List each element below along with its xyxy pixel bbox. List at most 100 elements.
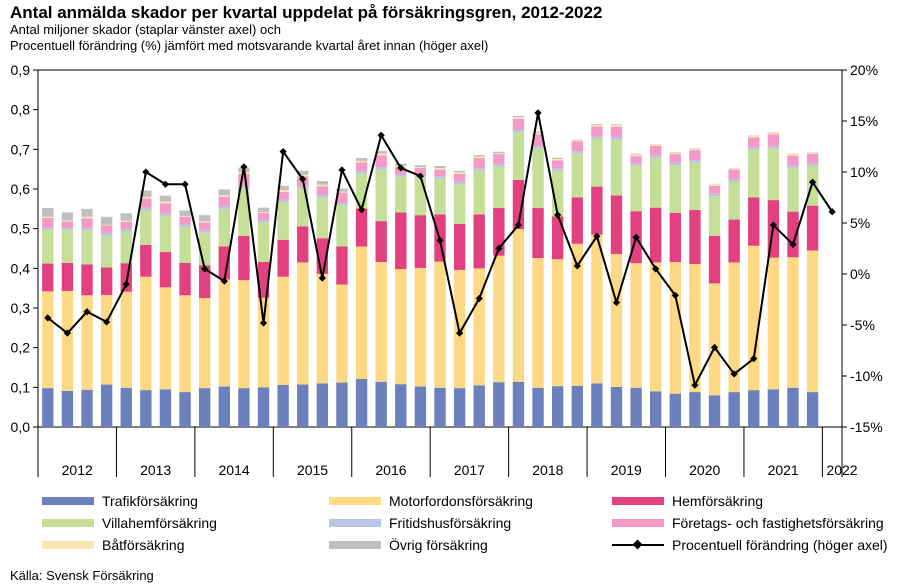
bar-segment-motor xyxy=(297,262,309,385)
percent-change-marker xyxy=(534,109,542,117)
year-label: 2015 xyxy=(297,462,328,478)
bar-segment-trafik xyxy=(198,388,211,427)
percent-change-marker xyxy=(593,232,601,240)
bar-segment-trafik xyxy=(316,383,329,427)
bar-segment-villa xyxy=(257,222,270,262)
bar-segment-trafik xyxy=(473,385,485,427)
bar-segment-villa xyxy=(100,235,113,268)
bar-segment-bat xyxy=(453,172,466,174)
bar-segment-villa xyxy=(610,139,623,196)
bar-segment-motor xyxy=(689,263,701,393)
bar-segment-hem xyxy=(414,215,427,268)
bar-segment-foretag xyxy=(669,154,682,163)
bar-segment-trafik xyxy=(434,387,446,427)
legend-item-fritid: Fritidshusförsäkring xyxy=(329,513,511,533)
bar-segment-trafik xyxy=(571,385,583,427)
bar-segment-foretag xyxy=(336,192,348,203)
bar-segment-fritid xyxy=(551,168,564,171)
bar-segment-trafik xyxy=(257,387,270,427)
legend-item-foretag: Företags- och fastighetsförsäkring xyxy=(612,513,884,533)
bar-segment-ovrig xyxy=(591,123,603,125)
bar-segment-trafik xyxy=(100,384,113,427)
bar-segment-bat xyxy=(610,125,623,127)
bar-segment-foretag xyxy=(179,216,191,225)
bar-segment-fritid xyxy=(140,207,152,211)
bar-segment-villa xyxy=(316,197,329,239)
percent-change-marker xyxy=(397,164,405,172)
bar-segment-foretag xyxy=(630,156,642,164)
bar-segment-villa xyxy=(591,139,603,187)
bar-segment-foretag xyxy=(806,153,819,164)
bar-segment-villa xyxy=(218,208,230,247)
bar-segment-villa xyxy=(140,210,152,245)
bar-segment-villa xyxy=(551,170,564,217)
percent-change-marker xyxy=(475,294,483,303)
bar-segment-trafik xyxy=(297,384,309,427)
bar-segment-foretag xyxy=(512,118,525,130)
chart-subtitle-line2: Procentuell förändring (%) jämfört med m… xyxy=(10,38,489,53)
bar-segment-bat xyxy=(355,160,368,163)
bar-segment-motor xyxy=(375,261,387,382)
legend-item-ovrig: Övrig försäkring xyxy=(329,535,488,555)
year-label: 2017 xyxy=(454,462,485,478)
bar-segment-bat xyxy=(198,221,211,223)
bar-segment-motor xyxy=(767,257,780,390)
bar-segment-villa xyxy=(669,165,682,213)
percent-change-marker xyxy=(63,329,72,337)
bar-segment-hem xyxy=(140,244,152,277)
bar-segment-hem xyxy=(179,262,191,296)
legend-swatch-foretag xyxy=(612,519,664,527)
bar-segment-villa xyxy=(297,188,309,227)
bar-segment-villa xyxy=(512,132,525,180)
bar-segment-hem xyxy=(689,210,701,264)
bar-segment-villa xyxy=(767,148,780,201)
bar-segment-foretag xyxy=(787,155,799,166)
year-label: 2014 xyxy=(219,462,250,478)
bar-segment-motor xyxy=(591,234,603,384)
bar-segment-hem xyxy=(297,226,309,263)
percent-change-marker xyxy=(318,274,326,282)
bar-segment-hem xyxy=(42,263,54,292)
bar-segment-hem xyxy=(532,208,544,259)
bar-segment-foretag xyxy=(42,217,54,228)
percent-change-marker xyxy=(808,178,817,186)
bar-segment-motor xyxy=(532,258,544,388)
bar-segment-motor xyxy=(650,262,662,392)
bar-segment-fritid xyxy=(473,168,485,171)
bar-segment-trafik xyxy=(493,382,505,427)
bar-segment-foretag xyxy=(689,150,701,161)
bar-segment-trafik xyxy=(650,391,662,427)
bar-segment-trafik xyxy=(787,387,799,427)
bar-segment-ovrig xyxy=(336,188,348,192)
bar-segment-trafik xyxy=(551,386,564,427)
bar-segment-motor xyxy=(218,279,230,387)
bar-segment-villa xyxy=(708,196,721,236)
bar-segment-hem xyxy=(748,197,760,246)
bar-segment-hem xyxy=(81,264,93,296)
bar-segment-motor xyxy=(395,269,407,385)
bar-segment-hem xyxy=(571,197,583,244)
bar-segment-bat xyxy=(218,195,230,197)
bar-segment-bat xyxy=(630,154,642,157)
legend-item-trafik: Trafikförsäkring xyxy=(42,491,198,511)
left-axis-tick-label: 0,6 xyxy=(11,181,31,197)
bar-segment-ovrig xyxy=(493,151,505,154)
bar-segment-hem xyxy=(493,208,505,256)
bar-segment-hem xyxy=(238,235,250,281)
bar-segment-motor xyxy=(551,259,564,387)
bar-segment-trafik xyxy=(512,381,525,427)
bar-segment-foretag xyxy=(591,126,603,137)
bar-segment-fritid xyxy=(297,186,309,189)
bar-segment-motor xyxy=(728,262,740,393)
percent-change-marker xyxy=(612,298,621,307)
bar-segment-motor xyxy=(238,280,250,389)
bar-segment-fritid xyxy=(238,185,250,189)
bar-segment-bat xyxy=(493,153,505,155)
bar-segment-villa xyxy=(453,184,466,224)
right-axis-tick-label: -15% xyxy=(850,419,883,435)
bar-segment-foretag xyxy=(81,218,93,229)
bar-segment-trafik xyxy=(689,392,701,427)
bar-segment-fritid xyxy=(159,213,172,216)
percent-change-marker xyxy=(632,233,640,241)
legend-item-line: Procentuell förändring (höger axel) xyxy=(612,535,888,555)
